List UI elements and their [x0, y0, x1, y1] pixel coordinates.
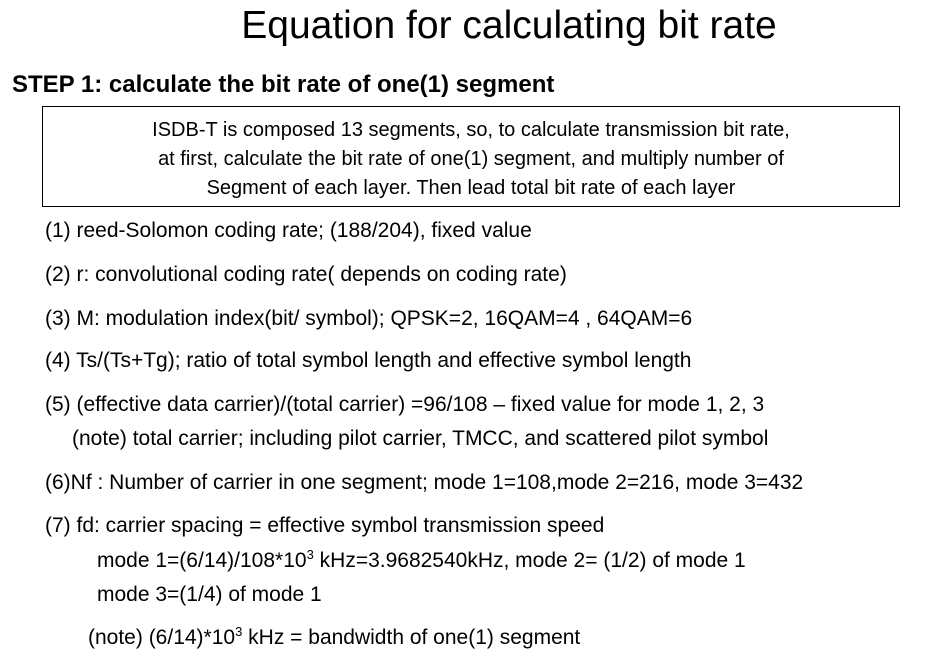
page-title: Equation for calculating bit rate: [241, 4, 777, 47]
note-text: (note) (6/14)*10: [88, 626, 236, 649]
description-box: ISDB-T is composed 13 segments, so, to c…: [42, 106, 900, 207]
step-heading: STEP 1: calculate the bit rate of one(1)…: [12, 71, 555, 98]
item-4: (4) Ts/(Ts+Tg); ratio of total symbol le…: [45, 349, 692, 372]
item-7-mode1-line: mode 1=(6/14)/108*103 kHz=3.9682540kHz, …: [97, 547, 746, 575]
item-3: (3) M: modulation index(bit/ symbol); QP…: [45, 307, 693, 330]
description-line: at first, calculate the bit rate of one(…: [158, 148, 784, 170]
description-line: Segment of each layer. Then lead total b…: [206, 177, 736, 199]
item-1: (1) reed-Solomon coding rate; (188/204),…: [45, 219, 532, 242]
bandwidth-note: (note) (6/14)*103 kHz = bandwidth of one…: [88, 624, 580, 652]
mode1-text-rest: kHz=3.9682540kHz, mode 2= (1/2) of mode …: [313, 549, 746, 572]
item-5-note: (note) total carrier; including pilot ca…: [72, 427, 769, 450]
note-text-rest: kHz = bandwidth of one(1) segment: [242, 626, 581, 649]
description-line: ISDB-T is composed 13 segments, so, to c…: [152, 119, 790, 141]
item-7-mode3-line: mode 3=(1/4) of mode 1: [97, 583, 322, 606]
item-2: (2) r: convolutional coding rate( depend…: [45, 263, 567, 286]
exponent: 3: [306, 547, 314, 562]
item-6: (6)Nf : Number of carrier in one segment…: [45, 471, 804, 494]
exponent: 3: [235, 624, 243, 639]
item-5: (5) (effective data carrier)/(total carr…: [45, 393, 765, 416]
item-7: (7) fd: carrier spacing = effective symb…: [45, 514, 605, 537]
mode1-text: mode 1=(6/14)/108*10: [97, 549, 307, 572]
